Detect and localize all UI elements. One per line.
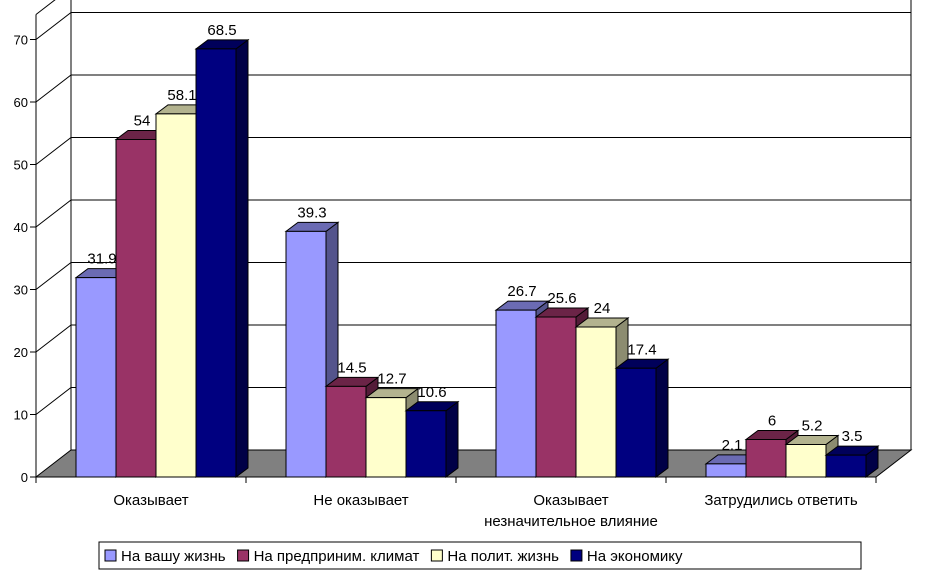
legend-label: На вашу жизнь	[121, 548, 226, 565]
bar-front	[155, 113, 197, 478]
gridline	[35, 324, 911, 353]
y-tick-label: 60	[14, 95, 28, 110]
y-tick-label: 20	[14, 345, 28, 360]
bar	[194, 38, 250, 478]
bar-front	[745, 439, 787, 478]
data-label: 25.6	[547, 290, 576, 307]
bar-front	[285, 230, 327, 478]
bars	[74, 38, 880, 478]
bar-front	[825, 454, 867, 478]
legend-swatch	[570, 549, 583, 562]
y-tick-label: 0	[21, 470, 28, 485]
data-label: 6	[768, 413, 776, 430]
legend-swatch	[237, 549, 250, 562]
gridline	[35, 199, 911, 228]
category-label: Затрудились ответить	[704, 492, 858, 509]
y-tick-label: 70	[14, 33, 28, 48]
bar-front	[785, 444, 827, 478]
gridline	[35, 137, 911, 165]
category-label: незначительное влияние	[484, 513, 658, 530]
bar-front	[495, 309, 537, 478]
legend-label: На экономику	[587, 548, 683, 565]
back-wall	[70, 0, 912, 451]
category-label: Не оказывает	[313, 492, 408, 509]
data-label: 17.4	[627, 341, 656, 358]
bar-side	[445, 400, 459, 478]
data-label: 68.5	[207, 22, 236, 39]
bar	[404, 400, 460, 478]
bar	[614, 358, 670, 478]
bar-front	[115, 139, 157, 478]
gridline	[35, 12, 911, 40]
data-label: 10.6	[417, 384, 446, 401]
side-wall-top	[35, 0, 56, 15]
bar-side	[655, 358, 669, 478]
data-label: 2.1	[722, 437, 743, 454]
data-label: 31.9	[87, 251, 116, 268]
y-tick-label: 40	[14, 220, 28, 235]
data-label: 39.3	[297, 204, 326, 221]
gridline	[35, 262, 911, 290]
y-tick-label: 30	[14, 283, 28, 298]
data-label: 12.7	[377, 371, 406, 388]
bar-front	[405, 410, 447, 478]
y-tick-label: 10	[14, 408, 28, 423]
legend-label: На полит. жизнь	[447, 548, 559, 565]
category-label: Оказывает	[533, 492, 608, 509]
bar-front	[325, 385, 367, 478]
data-label: 58.1	[167, 87, 196, 104]
data-label: 3.5	[842, 428, 863, 445]
bar-front	[365, 397, 407, 478]
legend-swatch	[104, 549, 117, 562]
data-label: 5.2	[802, 418, 823, 435]
data-label: 54	[134, 113, 151, 130]
y-tick-label: 50	[14, 158, 28, 173]
bar-front	[575, 326, 617, 478]
data-labels: 31.9 54 58.1 68.5 39.3 14.5 12.7 10.6 26.7 25.6 24…	[87, 22, 862, 454]
data-label: 14.5	[337, 359, 366, 376]
category-labels: Оказывает Не оказывает Оказывает незначител…	[113, 492, 857, 530]
bar-front	[535, 316, 577, 478]
bar-front	[75, 277, 117, 478]
bar-front	[615, 367, 657, 478]
legend-swatch	[430, 549, 443, 562]
gridline	[35, 74, 911, 103]
bar	[824, 445, 880, 478]
legend-label: На предприним. климат	[254, 548, 420, 565]
data-label: 26.7	[507, 283, 536, 300]
legend: На вашу жизнь На предприним. климат На пол…	[98, 541, 862, 570]
chart-walls	[34, 0, 913, 478]
bar-front	[705, 463, 747, 478]
bar-side	[235, 38, 249, 478]
data-label: 24	[594, 300, 611, 317]
bar-front	[195, 48, 237, 478]
category-label: Оказывает	[113, 492, 188, 509]
legend-box	[98, 541, 862, 570]
